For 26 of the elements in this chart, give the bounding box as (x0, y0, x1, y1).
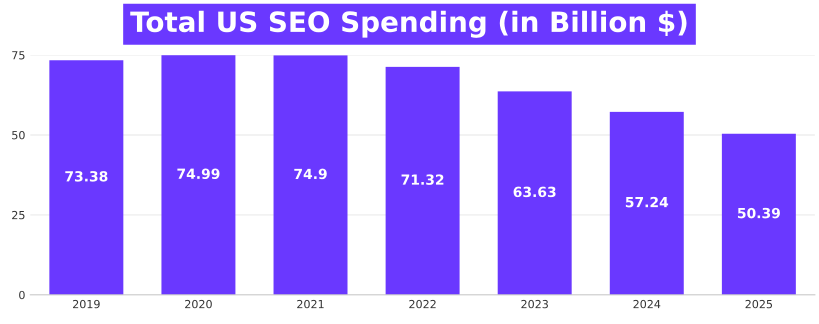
data-label: 73.38 (65, 171, 108, 182)
bar (722, 134, 796, 295)
x-tick-label: 2022 (409, 300, 436, 308)
x-tick-label: 2024 (633, 300, 660, 308)
y-tick-label: 50 (12, 130, 25, 140)
data-label: 74.99 (177, 168, 220, 180)
data-label: 71.32 (402, 174, 444, 185)
y-tick-label: 75 (12, 51, 24, 60)
bar (498, 91, 572, 295)
y-tick-label: 0 (19, 290, 25, 300)
x-tick-label: 2023 (521, 300, 548, 308)
bar (610, 112, 684, 295)
bar (49, 60, 124, 295)
bar (274, 55, 348, 295)
x-tick-label: 2021 (297, 300, 324, 308)
x-tick-label: 2020 (185, 300, 212, 308)
data-label: 74.9 (294, 168, 327, 180)
bar (386, 66, 460, 295)
y-tick-label: 25 (12, 210, 24, 220)
data-label: 50.39 (738, 208, 780, 218)
x-tick-label: 2019 (73, 300, 100, 308)
bar (161, 55, 236, 295)
data-label: 57.24 (626, 196, 668, 208)
data-label: 63.63 (514, 186, 556, 198)
chart-title: Total US SEO Spending (in Billion $) (130, 10, 687, 38)
x-tick-label: 2025 (746, 300, 772, 308)
